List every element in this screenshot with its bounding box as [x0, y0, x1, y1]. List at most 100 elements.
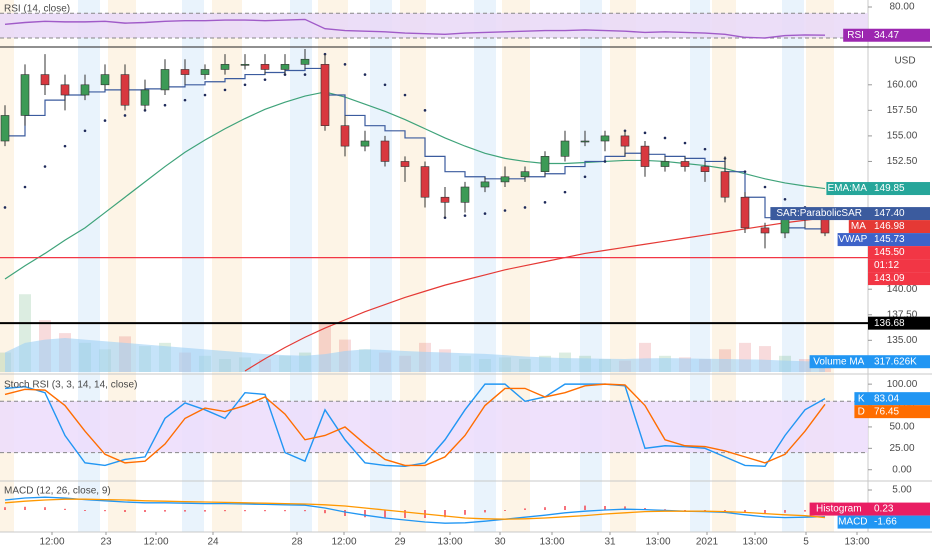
y-tick-label: 137.50	[887, 309, 918, 320]
y-tick-label: 160.00	[887, 79, 918, 90]
badge-value: 83.04	[874, 393, 899, 404]
sar-dot	[663, 136, 667, 140]
session-band	[782, 0, 804, 532]
sar-dot	[263, 78, 267, 81]
candle-body	[60, 84, 70, 96]
indicator-line	[244, 217, 826, 372]
histogram-bar	[384, 510, 386, 518]
y-tick-label: 25.00	[889, 443, 914, 454]
session-band	[290, 0, 312, 532]
badge-value: 76.45	[874, 406, 899, 417]
candle-body	[320, 64, 330, 126]
x-tick-label: 12:00	[331, 537, 356, 548]
badge-value: 143.09	[874, 273, 905, 284]
x-tick-label: 13:00	[844, 537, 869, 548]
sar-dot	[743, 170, 747, 173]
y-tick-label: 5.00	[892, 485, 912, 496]
badge-value-box	[868, 207, 930, 221]
sar-dot	[343, 63, 347, 66]
x-tick-label: 30	[494, 537, 506, 548]
histogram-bar	[244, 510, 246, 512]
x-tick-label: 24	[207, 537, 219, 548]
badge-name: RSI	[847, 30, 864, 41]
candle-body	[580, 140, 590, 143]
pane-title: Stoch RSI (3, 3, 14, 14, close)	[4, 380, 137, 391]
candle-body	[200, 69, 210, 75]
badge-value: 317.626K	[874, 356, 917, 367]
histogram-bar	[804, 510, 806, 512]
y-tick-label: 152.50	[887, 156, 918, 167]
candle-body	[220, 64, 230, 70]
badge-name: MA	[851, 221, 866, 232]
histogram-bar	[504, 510, 506, 511]
badge-name: EMA:MA	[827, 183, 867, 194]
sar-dot	[203, 93, 207, 97]
candle-body	[340, 125, 350, 147]
histogram-bar	[4, 507, 6, 510]
pane	[4, 496, 826, 524]
histogram-bar	[564, 506, 566, 510]
candle-body	[620, 135, 630, 147]
histogram-bar	[364, 510, 366, 518]
candle-body	[120, 74, 130, 106]
badge-name: Volume MA	[813, 356, 864, 367]
y-tick-label: 155.00	[887, 131, 918, 142]
badge-name-box	[848, 220, 868, 234]
candle-body	[260, 64, 270, 70]
histogram-bar	[624, 506, 626, 510]
y-tick-label: 100.00	[887, 379, 918, 390]
indicator-line	[5, 67, 826, 231]
candle-body	[240, 64, 250, 66]
badge-value-box	[868, 405, 930, 419]
x-tick-label: 13:00	[539, 537, 564, 548]
candle-body	[740, 196, 750, 229]
badge-name-box	[843, 28, 868, 42]
badge-value-box	[868, 28, 930, 42]
histogram-bar	[164, 510, 166, 512]
badge-value: 0.23	[874, 504, 894, 515]
badge-value-box	[868, 182, 930, 196]
sar-dot	[23, 185, 27, 189]
x-tick-label: 31	[604, 537, 616, 548]
badge-name-box	[854, 405, 868, 419]
candle-body	[20, 74, 30, 116]
sar-dot	[103, 119, 107, 122]
badge-value: -1.66	[874, 517, 897, 528]
candle-body	[760, 227, 770, 234]
session-band	[370, 0, 392, 532]
histogram-bar	[104, 510, 106, 512]
badge-name-box	[854, 392, 868, 406]
sar-dot	[163, 103, 167, 107]
histogram-bar	[124, 510, 126, 512]
pane-title: MACD (12, 26, close, 9)	[4, 486, 111, 497]
histogram-bar	[24, 506, 26, 510]
histogram-bar	[44, 507, 46, 510]
session-band	[690, 0, 710, 532]
candle-body	[600, 135, 610, 142]
sar-dot	[183, 98, 187, 102]
candle-body	[80, 84, 90, 96]
candle-body	[540, 156, 550, 172]
sar-dot	[83, 129, 87, 133]
candle-body	[40, 74, 50, 86]
candle-body	[360, 140, 370, 147]
histogram-bar	[664, 509, 666, 511]
histogram-bar	[604, 506, 606, 510]
badge-value-box	[868, 392, 930, 406]
candle-body	[560, 140, 570, 157]
sar-dot	[583, 175, 587, 179]
badge-name: Histogram	[816, 504, 862, 515]
badge-value: 34.47	[874, 30, 899, 41]
badge-name: VWAP	[838, 234, 867, 245]
pane	[0, 49, 831, 372]
sar-dot	[603, 160, 607, 163]
countdown: 01:12	[874, 260, 899, 271]
histogram-bar	[344, 510, 346, 516]
candle-body	[660, 161, 670, 167]
histogram-bar	[304, 510, 306, 512]
candle-body	[720, 171, 730, 198]
badge-value-box	[868, 355, 930, 369]
candle-body	[400, 161, 410, 167]
candle-body	[700, 166, 710, 172]
